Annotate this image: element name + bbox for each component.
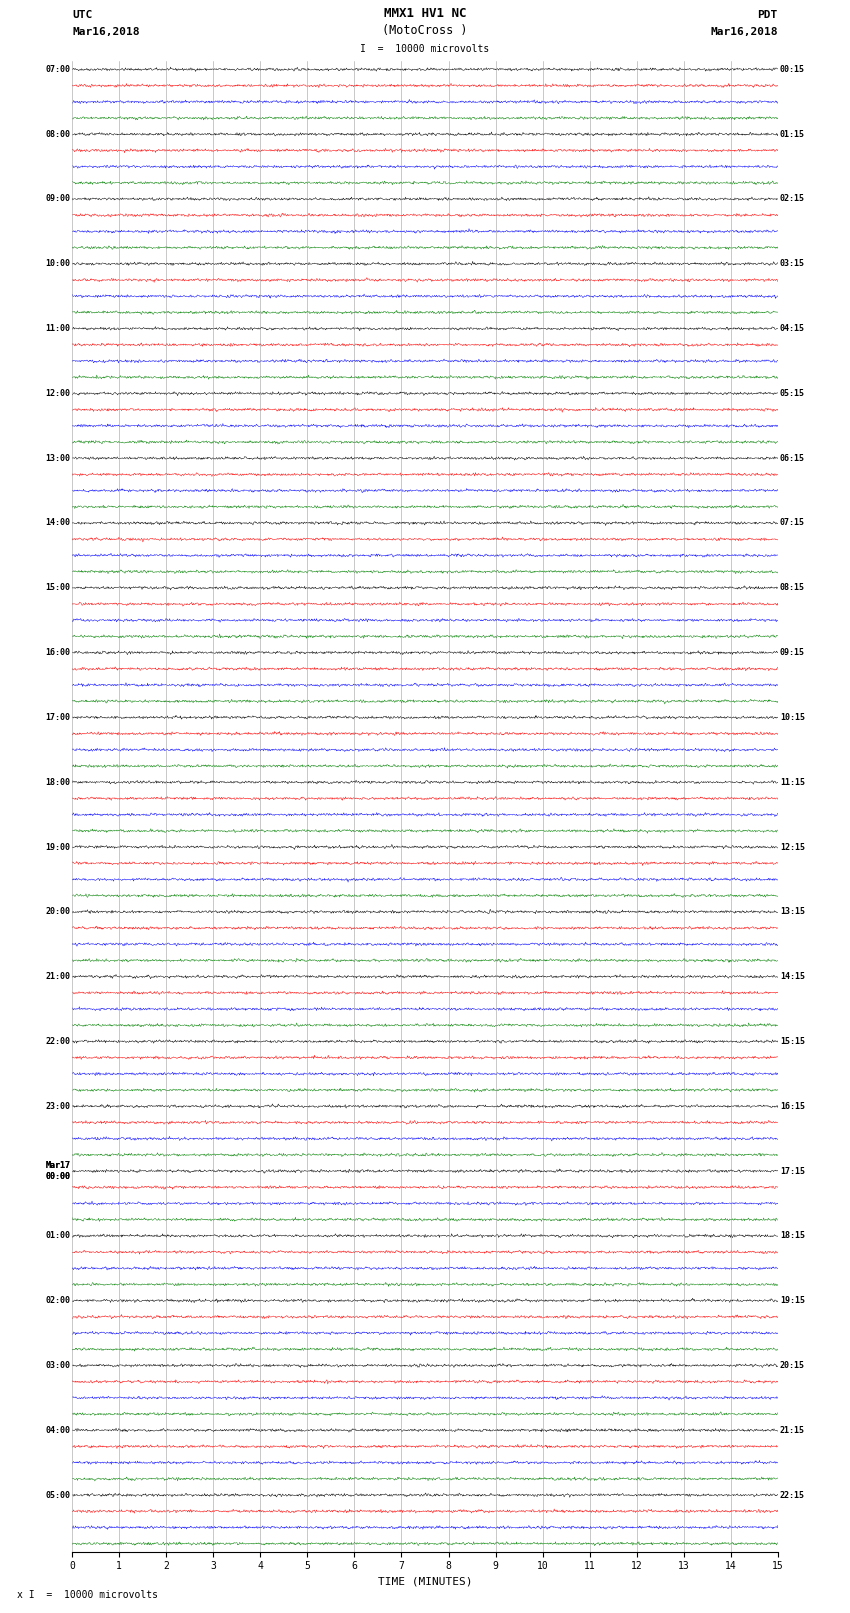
- Text: 17:15: 17:15: [779, 1166, 805, 1176]
- Text: 13:15: 13:15: [779, 907, 805, 916]
- Text: 01:00: 01:00: [45, 1231, 71, 1240]
- Text: 06:15: 06:15: [779, 453, 805, 463]
- Text: 20:00: 20:00: [45, 907, 71, 916]
- Text: x I  =  10000 microvolts: x I = 10000 microvolts: [17, 1590, 158, 1600]
- Text: 12:15: 12:15: [779, 842, 805, 852]
- Text: 14:15: 14:15: [779, 973, 805, 981]
- Text: 21:15: 21:15: [779, 1426, 805, 1434]
- Text: 18:00: 18:00: [45, 777, 71, 787]
- Text: MMX1 HV1 NC: MMX1 HV1 NC: [383, 6, 467, 19]
- Text: 10:00: 10:00: [45, 260, 71, 268]
- Text: 23:00: 23:00: [45, 1102, 71, 1111]
- Text: 17:00: 17:00: [45, 713, 71, 723]
- Text: 22:00: 22:00: [45, 1037, 71, 1045]
- Text: 15:00: 15:00: [45, 584, 71, 592]
- Text: 11:00: 11:00: [45, 324, 71, 334]
- Text: Mar17
00:00: Mar17 00:00: [45, 1161, 71, 1181]
- Text: 15:15: 15:15: [779, 1037, 805, 1045]
- Text: 22:15: 22:15: [779, 1490, 805, 1500]
- Text: Mar17
00:00: Mar17 00:00: [45, 1161, 71, 1181]
- Text: I  =  10000 microvolts: I = 10000 microvolts: [360, 44, 490, 53]
- Text: 12:00: 12:00: [45, 389, 71, 398]
- Text: 10:15: 10:15: [779, 713, 805, 723]
- Text: 01:15: 01:15: [779, 129, 805, 139]
- Text: UTC: UTC: [72, 10, 93, 19]
- Text: 21:00: 21:00: [45, 973, 71, 981]
- Text: 11:15: 11:15: [779, 777, 805, 787]
- Text: 05:15: 05:15: [779, 389, 805, 398]
- X-axis label: TIME (MINUTES): TIME (MINUTES): [377, 1578, 473, 1587]
- Text: 13:00: 13:00: [45, 453, 71, 463]
- Text: 02:00: 02:00: [45, 1297, 71, 1305]
- Text: 04:00: 04:00: [45, 1426, 71, 1434]
- Text: 16:00: 16:00: [45, 648, 71, 656]
- Text: 05:00: 05:00: [45, 1490, 71, 1500]
- Text: 07:00: 07:00: [45, 65, 71, 74]
- Text: (MotoCross ): (MotoCross ): [382, 24, 468, 37]
- Text: PDT: PDT: [757, 10, 778, 19]
- Text: 03:15: 03:15: [779, 260, 805, 268]
- Text: 02:15: 02:15: [779, 195, 805, 203]
- Text: 09:00: 09:00: [45, 195, 71, 203]
- Text: Mar16,2018: Mar16,2018: [72, 27, 139, 37]
- Text: 16:15: 16:15: [779, 1102, 805, 1111]
- Text: 00:15: 00:15: [779, 65, 805, 74]
- Text: 07:15: 07:15: [779, 518, 805, 527]
- Text: 19:00: 19:00: [45, 842, 71, 852]
- Text: 18:15: 18:15: [779, 1231, 805, 1240]
- Text: 14:00: 14:00: [45, 518, 71, 527]
- Text: 20:15: 20:15: [779, 1361, 805, 1369]
- Text: 08:00: 08:00: [45, 129, 71, 139]
- Text: 03:00: 03:00: [45, 1361, 71, 1369]
- Text: 09:15: 09:15: [779, 648, 805, 656]
- Text: 19:15: 19:15: [779, 1297, 805, 1305]
- Text: Mar16,2018: Mar16,2018: [711, 27, 778, 37]
- Text: 08:15: 08:15: [779, 584, 805, 592]
- Text: 04:15: 04:15: [779, 324, 805, 334]
